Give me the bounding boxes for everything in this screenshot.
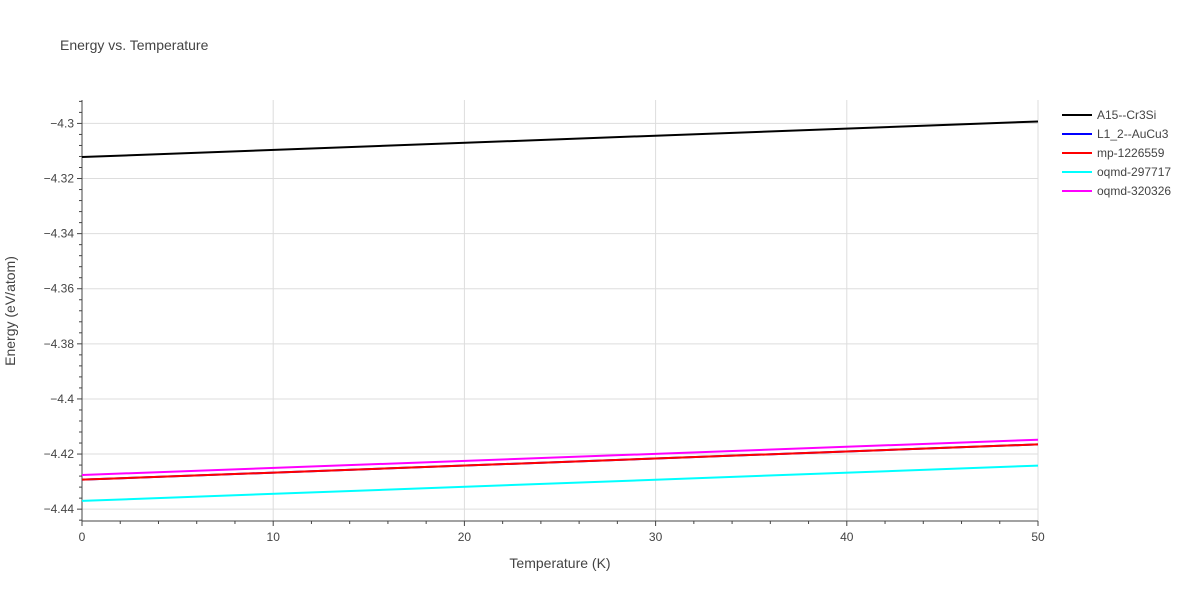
legend-item[interactable]: oqmd-297717 [1062,165,1171,179]
legend[interactable]: A15--Cr3Si L1_2--AuCu3 mp-1226559 oqmd-2977… [1062,108,1171,198]
y-tick-label: −4.36 [44,282,75,296]
x-tick-label: 40 [840,530,854,544]
series-lines [81,120,1039,502]
legend-label: oqmd-297717 [1097,165,1171,179]
legend-label: A15--Cr3Si [1097,108,1156,122]
y-tick-label: −4.44 [44,502,75,516]
grid [81,100,1039,521]
legend-label: mp-1226559 [1097,146,1165,160]
series-line-oqmd-320326 [81,438,1039,476]
x-tick-label: 20 [458,530,472,544]
series-line-oqmd-297717 [81,464,1039,502]
x-tick-label: 0 [79,530,86,544]
y-tick-label: −4.4 [50,392,74,406]
x-tick-label: 10 [267,530,281,544]
series-line-A15--Cr3Si [81,120,1039,159]
x-tick-label: 50 [1031,530,1045,544]
series-line-mp-1226559 [81,443,1039,481]
y-tick-label: −4.34 [44,227,75,241]
y-axis-title: Energy (eV/atom) [2,256,18,366]
legend-label: L1_2--AuCu3 [1097,127,1169,141]
axes [77,100,1039,526]
x-axis-title: Temperature (K) [509,555,610,571]
legend-label: oqmd-320326 [1097,184,1171,198]
y-tick-label: −4.3 [50,116,74,130]
y-tick-label: −4.38 [44,337,75,351]
legend-item[interactable]: oqmd-320326 [1062,184,1171,198]
x-tick-label: 30 [649,530,663,544]
legend-item[interactable]: A15--Cr3Si [1062,108,1156,122]
legend-item[interactable]: mp-1226559 [1062,146,1165,160]
y-axis-ticks: −4.44 −4.42 −4.4 −4.38 −4.36 −4.34 −4.32 −4.3 [44,116,75,516]
y-tick-label: −4.32 [44,172,75,186]
x-axis-ticks: 0 10 20 30 40 50 [79,530,1045,544]
chart-title: Energy vs. Temperature [60,37,209,53]
y-tick-label: −4.42 [44,447,75,461]
legend-item[interactable]: L1_2--AuCu3 [1062,127,1169,141]
